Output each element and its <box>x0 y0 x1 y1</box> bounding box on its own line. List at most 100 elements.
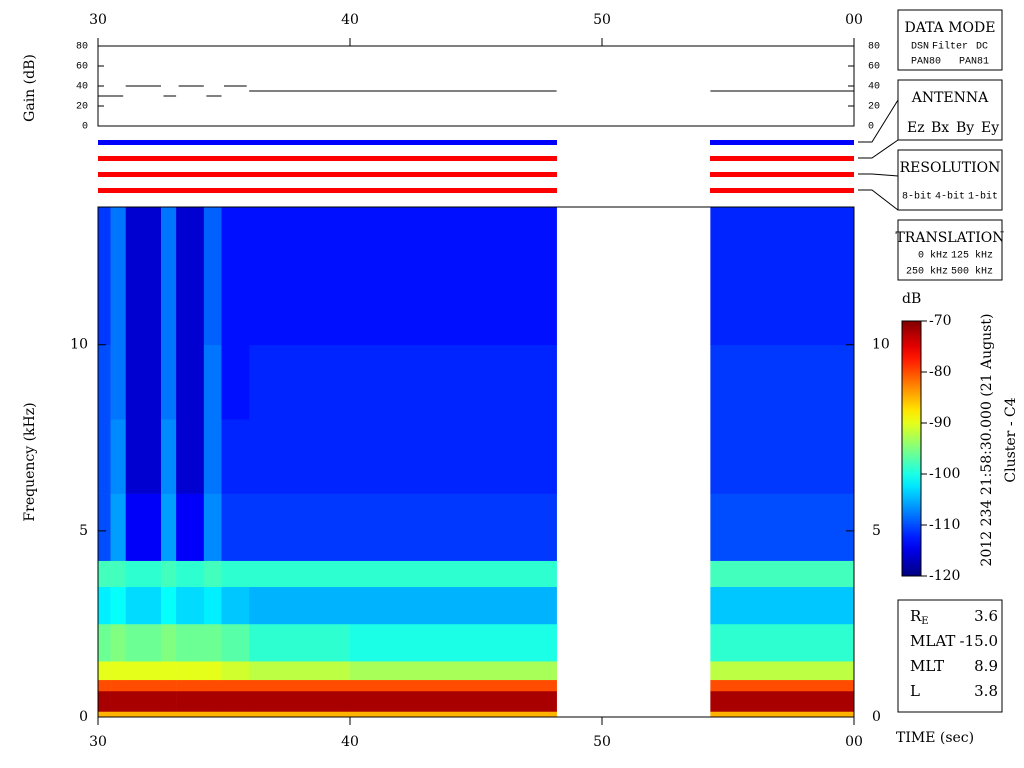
antenna-item: Bx <box>931 120 949 136</box>
heatmap-cell <box>110 711 127 718</box>
antenna-box <box>897 79 1003 141</box>
heatmap-cell <box>350 623 557 662</box>
heatmap-cell <box>98 344 111 420</box>
info-value: -15.0 <box>960 632 998 650</box>
antenna-item: By <box>956 120 974 136</box>
heatmap-cell <box>98 586 111 625</box>
info-label: MLAT <box>910 632 955 650</box>
heatmap-cell <box>221 711 250 718</box>
colorbar-tick-label: -100 <box>929 466 960 482</box>
heatmap-cell <box>221 419 250 494</box>
resolution-item: 1-bit <box>968 191 998 203</box>
heatmap-cell <box>350 711 557 718</box>
heatmap-cell <box>176 586 205 625</box>
heatmap-cell <box>249 623 351 662</box>
info-label-sub: E <box>921 616 928 627</box>
x-tick-label: 50 <box>593 12 611 28</box>
y-axis-label: Gain (dB) <box>22 54 38 122</box>
heatmap-cell <box>110 679 127 692</box>
heatmap-cell <box>98 419 111 494</box>
antenna-item: Ez <box>907 120 925 136</box>
mode-item: Filter <box>932 41 968 53</box>
info-value: 8.9 <box>974 657 998 675</box>
heatmap-cell <box>350 586 557 625</box>
heatmap-cell <box>710 419 855 494</box>
heatmap-cell <box>221 344 250 420</box>
antenna-item: Ey <box>981 120 999 136</box>
y-tick-label: 10 <box>872 337 890 353</box>
colorbar <box>901 320 922 577</box>
resolution-item: 4-bit <box>935 191 965 203</box>
heatmap-cell <box>221 661 250 681</box>
y-tick-label: 0 <box>79 709 88 725</box>
heatmap-cell <box>110 493 127 561</box>
heatmap-cell <box>710 344 855 420</box>
heatmap-cell <box>110 623 127 662</box>
heatmap-cell <box>161 711 177 718</box>
info-label-text: MLAT <box>910 632 955 650</box>
heatmap-cell <box>125 344 162 420</box>
heatmap-cell <box>161 207 177 346</box>
heatmap-cell <box>203 419 222 494</box>
info-label-text: R <box>910 607 922 625</box>
heatmap-cell <box>98 560 111 588</box>
heatmap-cell <box>203 586 222 625</box>
status-bar <box>710 140 854 145</box>
heatmap-cell <box>350 344 557 420</box>
x-tick-label: 40 <box>341 12 359 28</box>
heatmap-cell <box>350 560 557 588</box>
heatmap-cell <box>110 344 127 420</box>
heatmap-cell <box>249 711 351 718</box>
heatmap-cell <box>249 493 351 561</box>
heatmap-cell <box>161 623 177 662</box>
heatmap-cell <box>249 344 351 420</box>
heatmap-cell <box>249 679 351 692</box>
status-bar <box>98 156 557 161</box>
heatmap-cell <box>203 661 222 681</box>
caption: 2012 234 21:58:30.000 (21 August) <box>979 314 995 567</box>
heatmap-cell <box>203 560 222 588</box>
heatmap-cell <box>161 679 177 692</box>
heatmap-cell <box>125 207 162 346</box>
heatmap-cell <box>350 661 557 681</box>
status-bar <box>710 172 854 177</box>
heatmap-cell <box>98 679 111 692</box>
heatmap-cell <box>98 207 111 346</box>
heatmap-cell <box>249 207 351 346</box>
heatmap-cell <box>125 623 162 662</box>
heatmap-cell <box>221 690 250 712</box>
heatmap-cell <box>98 493 111 561</box>
heatmap-cell <box>176 560 205 588</box>
heatmap-cell <box>161 493 177 561</box>
heatmap-cell <box>710 207 855 346</box>
heatmap-cell <box>203 493 222 561</box>
colorbar-tick-label: -80 <box>929 364 952 380</box>
colorbar-tick-label: -90 <box>929 415 952 431</box>
y-tick-label: 5 <box>872 523 881 539</box>
heatmap-cell <box>125 661 162 681</box>
heatmap-cell <box>710 623 855 662</box>
box-title: RESOLUTION <box>900 160 1001 176</box>
heatmap-cell <box>176 207 205 346</box>
y-tick-label: 80 <box>868 42 880 53</box>
x-tick-label: 00 <box>845 734 863 750</box>
heatmap-cell <box>176 690 205 712</box>
status-bar <box>98 172 557 177</box>
y-tick-label: 60 <box>868 62 880 73</box>
heatmap-cell <box>203 344 222 420</box>
y-tick-label: 10 <box>70 337 88 353</box>
side-boxes <box>858 9 1003 713</box>
mode-item: PAN80 <box>911 57 941 68</box>
mode-item: DSN <box>911 42 929 53</box>
heatmap-cell <box>350 679 557 692</box>
heatmap-cell <box>221 207 250 346</box>
connector <box>858 189 899 211</box>
info-label-text: L <box>910 682 920 700</box>
x-tick-label: 30 <box>89 12 107 28</box>
heatmap-cell <box>221 560 250 588</box>
heatmap-cell <box>110 586 127 625</box>
heatmap-cell <box>110 661 127 681</box>
x-axis-label: TIME (sec) <box>896 730 974 746</box>
heatmap-cell <box>710 586 855 625</box>
